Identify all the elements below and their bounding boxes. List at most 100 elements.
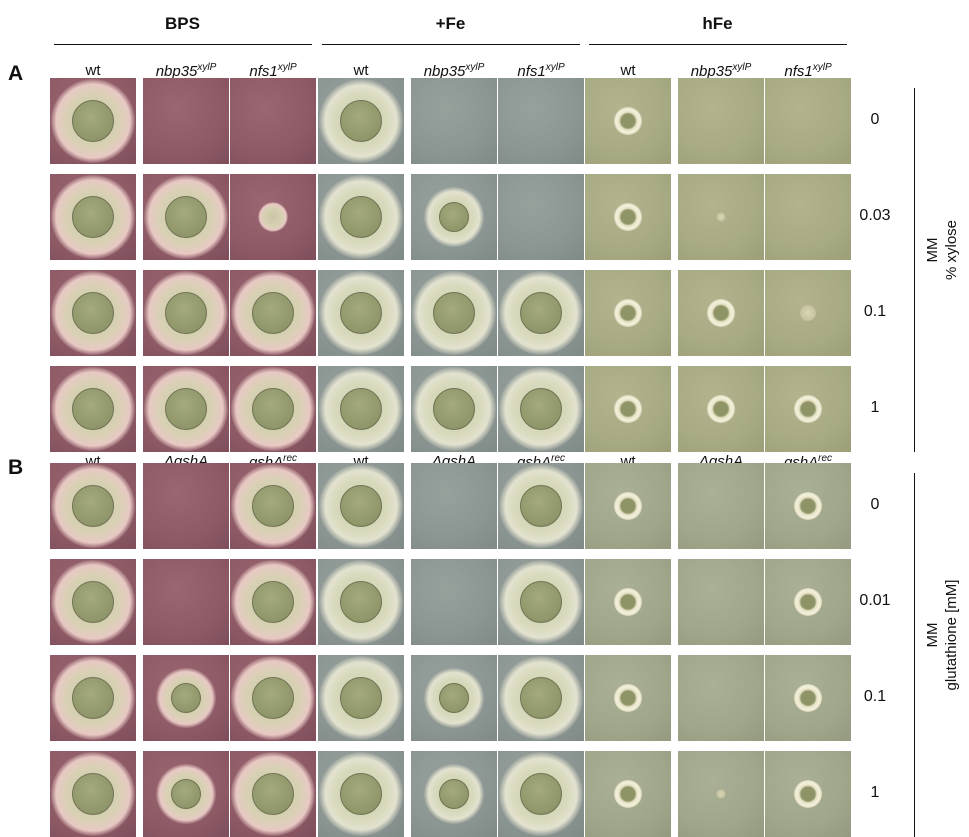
plate-tile (411, 463, 497, 549)
row-value: 0.1 (863, 688, 887, 705)
strain-superscript: rec (283, 453, 298, 464)
colony-center (340, 388, 382, 430)
colony-small (614, 299, 642, 327)
colony-center (439, 683, 469, 713)
colony-small (707, 395, 735, 423)
plate-tile (498, 751, 584, 837)
colony-center (252, 677, 294, 719)
plate-tile (678, 174, 764, 260)
plate-tile (765, 559, 851, 645)
plate-tile (230, 655, 316, 741)
strain-name: nfs1 (784, 63, 813, 80)
plate-tile (498, 559, 584, 645)
strain-name: nbp35 (155, 63, 198, 80)
colony-center (72, 677, 114, 719)
plate-tile (318, 559, 404, 645)
plate-tile (230, 366, 316, 452)
colony-center (340, 100, 382, 142)
colony-center (520, 292, 562, 334)
plate-tile (765, 655, 851, 741)
plate-tile (230, 463, 316, 549)
colony-center (165, 388, 207, 430)
colony-small (614, 684, 642, 712)
colony-center (72, 773, 114, 815)
plate-tile (318, 463, 404, 549)
colony-center (252, 388, 294, 430)
plate-tile (498, 366, 584, 452)
plate-tile (498, 174, 584, 260)
column-header: wt (585, 62, 671, 79)
plate-tile (585, 655, 671, 741)
row-value: 0 (870, 111, 880, 128)
colony-small (614, 780, 642, 808)
colony-small (794, 588, 822, 616)
side-label-medium: MM (924, 237, 941, 263)
column-header: nbp35xylP (411, 62, 497, 80)
plate-tile (50, 655, 136, 741)
plate-tile (411, 655, 497, 741)
plate-tile (318, 78, 404, 164)
colony-center (72, 196, 114, 238)
colony-center (72, 581, 114, 623)
colony-small (794, 395, 822, 423)
column-header: nfs1xylP (498, 62, 584, 80)
column-header: nbp35xylP (678, 62, 764, 80)
side-label-variable: glutathione [mM] (943, 579, 960, 691)
plate-tile (143, 174, 229, 260)
plate-tile (765, 463, 851, 549)
row-value: 0.03 (859, 207, 891, 224)
plate-tile (230, 751, 316, 837)
plate-tile (143, 270, 229, 356)
bracket-line (914, 473, 915, 837)
plate-tile (143, 463, 229, 549)
strain-name: wt (85, 62, 101, 79)
plate-tile (411, 559, 497, 645)
condition-underline (54, 44, 312, 45)
colony-center (340, 196, 382, 238)
plate-tile (678, 751, 764, 837)
plate-tile (765, 174, 851, 260)
strain-name: wt (353, 62, 369, 79)
colony-trace (716, 212, 726, 222)
plate-tile (585, 366, 671, 452)
plate-tile (678, 463, 764, 549)
plate-tile (318, 174, 404, 260)
strain-superscript: rec (551, 453, 566, 464)
plate-tile (498, 78, 584, 164)
plate-tile (318, 270, 404, 356)
colony-small (794, 780, 822, 808)
plate-tile (765, 78, 851, 164)
strain-superscript: xylP (732, 62, 752, 73)
colony-center (165, 292, 207, 334)
colony-center (171, 779, 201, 809)
plate-tile (143, 751, 229, 837)
colony-small (794, 684, 822, 712)
panel-letter-A: A (8, 62, 24, 85)
bracket-line (914, 88, 915, 452)
plate-tile (50, 270, 136, 356)
plate-tile (498, 463, 584, 549)
plate-tile (143, 366, 229, 452)
colony-small (258, 202, 288, 232)
plate-tile (411, 174, 497, 260)
plate-tile (678, 270, 764, 356)
plate-tile (143, 78, 229, 164)
strain-superscript: xylP (465, 62, 485, 73)
plate-tile (411, 366, 497, 452)
colony-center (520, 581, 562, 623)
plate-tile (50, 366, 136, 452)
colony-center (252, 485, 294, 527)
condition-underline (589, 44, 847, 45)
colony-small (614, 395, 642, 423)
column-header: wt (50, 62, 136, 79)
strain-superscript: xylP (545, 62, 565, 73)
row-value: 0.1 (863, 303, 887, 320)
plate-tile (50, 174, 136, 260)
plate-tile (585, 751, 671, 837)
axis-side-label: MM glutathione [mM] (923, 550, 961, 720)
colony-center (340, 773, 382, 815)
colony-center (72, 485, 114, 527)
colony-small (614, 107, 642, 135)
colony-center (520, 677, 562, 719)
plate-tile (765, 270, 851, 356)
